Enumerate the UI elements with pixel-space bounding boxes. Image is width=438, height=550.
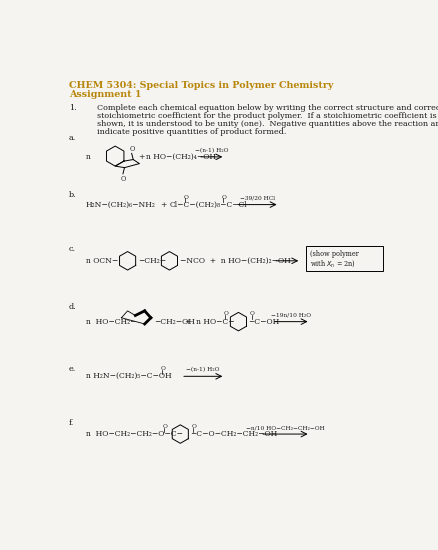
Text: stoichiometric coefficient for the product polymer.  If a stoichiometric coeffic: stoichiometric coefficient for the produ… [97, 112, 438, 120]
Text: −(n-1) H₂O: −(n-1) H₂O [195, 148, 229, 153]
Text: f.: f. [69, 419, 74, 427]
Text: b.: b. [69, 191, 76, 199]
Text: O: O [120, 174, 126, 183]
Text: +: + [138, 153, 145, 161]
Text: d.: d. [69, 303, 76, 311]
Text: Complete each chemical equation below by writing the correct structure and corre: Complete each chemical equation below by… [97, 104, 438, 113]
FancyBboxPatch shape [306, 246, 383, 271]
Text: CHEM 5304: Special Topics in Polymer Chemistry: CHEM 5304: Special Topics in Polymer Che… [69, 81, 333, 90]
Text: n OCN−: n OCN− [86, 257, 118, 265]
Text: O: O [160, 366, 165, 371]
Text: O: O [224, 311, 229, 316]
Text: n HO−(CH₂)₄−OH: n HO−(CH₂)₄−OH [146, 153, 216, 161]
Text: −n/10 HO−CH₂−CH₂−OH: −n/10 HO−CH₂−CH₂−OH [246, 425, 325, 430]
Text: (show polymer: (show polymer [311, 250, 359, 258]
Text: with $X_n$ = 2n): with $X_n$ = 2n) [311, 258, 357, 269]
Text: O: O [129, 145, 134, 153]
Text: indicate positive quantities of product formed.: indicate positive quantities of product … [97, 128, 287, 136]
Text: O: O [221, 195, 226, 200]
Text: O: O [184, 195, 188, 200]
Text: Cl−C−(CH₂)₈−C−Cl: Cl−C−(CH₂)₈−C−Cl [170, 201, 247, 208]
Text: O: O [250, 311, 255, 316]
Text: 1.: 1. [69, 104, 76, 113]
Text: −C−OH: −C−OH [248, 318, 280, 326]
Text: +: + [160, 201, 166, 208]
Text: −CH₂−: −CH₂− [138, 257, 166, 265]
Text: a.: a. [69, 134, 76, 142]
Text: shown, it is understood to be unity (one).  Negative quantities above the reacti: shown, it is understood to be unity (one… [97, 120, 438, 128]
Text: Assignment 1: Assignment 1 [69, 90, 141, 99]
Text: −39/20 HCl: −39/20 HCl [240, 196, 275, 201]
Text: −NCO  +  n HO−(CH₂)₂−OH: −NCO + n HO−(CH₂)₂−OH [180, 257, 290, 265]
Text: n: n [86, 153, 91, 161]
Text: O: O [192, 424, 197, 429]
Text: n H₂N−(CH₂)₅−C−OH: n H₂N−(CH₂)₅−C−OH [86, 372, 171, 380]
Text: O: O [162, 424, 167, 429]
Text: c.: c. [69, 245, 76, 252]
Text: n  HO−CH₂−CH₂−O−C−: n HO−CH₂−CH₂−O−C− [86, 430, 183, 438]
Text: −CH₂−OH: −CH₂−OH [154, 318, 195, 326]
Text: n  HO−CH₂−: n HO−CH₂− [86, 318, 136, 326]
Text: −C−O−CH₂−CH₂−OH: −C−O−CH₂−CH₂−OH [191, 430, 278, 438]
Text: H₂N−(CH₂)₆−NH₂: H₂N−(CH₂)₆−NH₂ [86, 201, 155, 208]
Text: e.: e. [69, 365, 76, 373]
Text: −19n/10 H₂O: −19n/10 H₂O [271, 313, 311, 318]
Text: +  n HO−C−: + n HO−C− [185, 318, 235, 326]
Text: −(n-1) H₂O: −(n-1) H₂O [187, 367, 220, 372]
